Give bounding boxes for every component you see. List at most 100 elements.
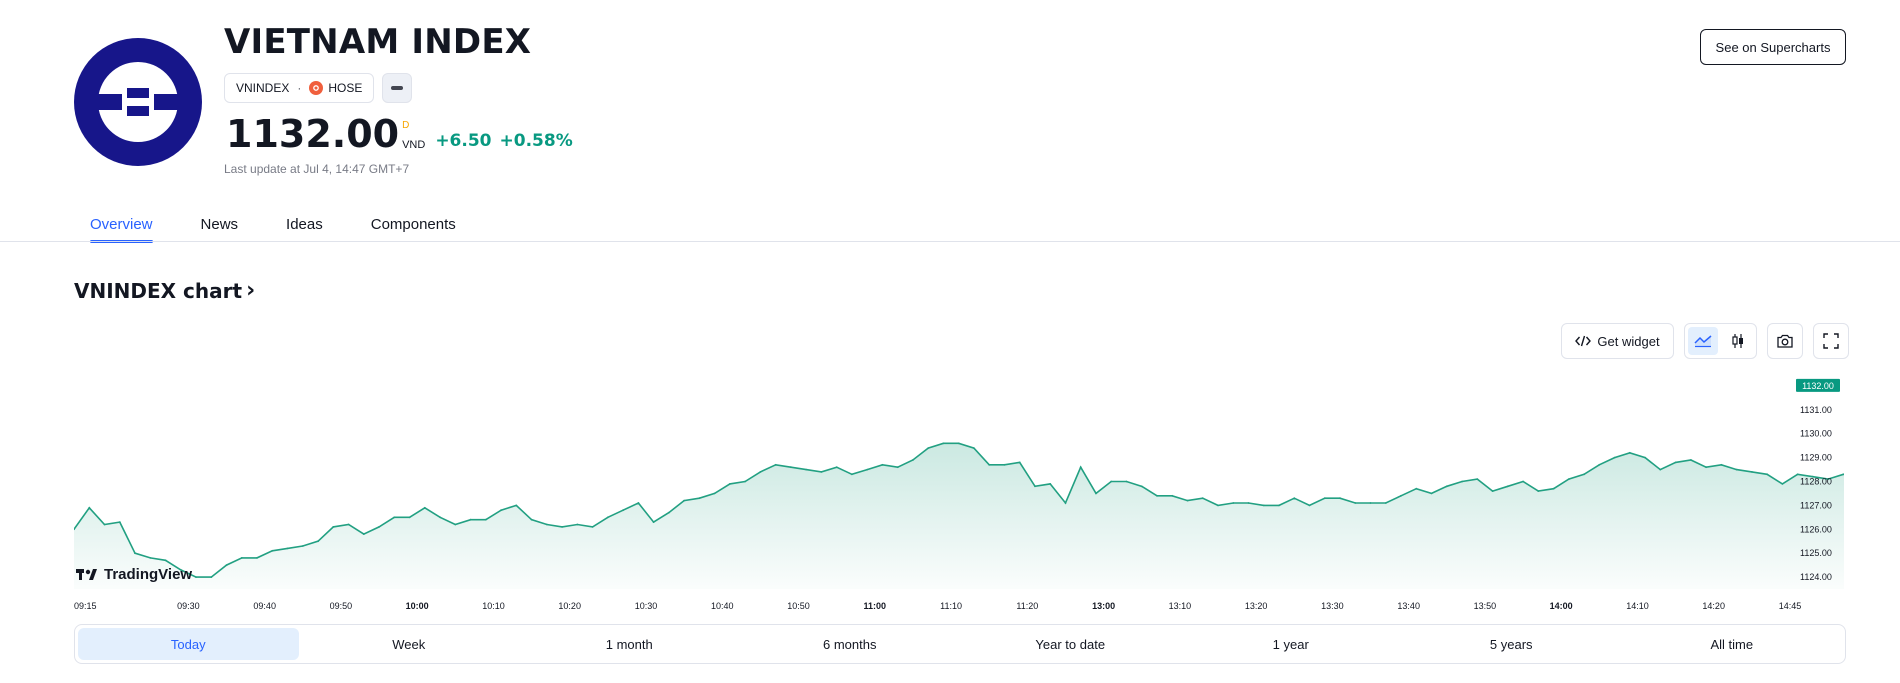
area-chart-toggle[interactable]: [1688, 327, 1718, 355]
price-point: [591, 526, 594, 528]
price-point: [1796, 473, 1799, 476]
y-tick-label: 1125.00: [1800, 548, 1832, 558]
price-point: [1583, 473, 1585, 476]
price-point: [881, 463, 884, 466]
price-point: [1842, 473, 1845, 476]
snapshot-button[interactable]: [1767, 323, 1803, 359]
tab-overview[interactable]: Overview: [90, 216, 153, 243]
ticker-pill[interactable]: VNINDEX · HOSE: [224, 73, 375, 103]
x-tick-label: 14:20: [1702, 601, 1725, 611]
price-point: [866, 468, 869, 471]
price-point: [1461, 480, 1463, 483]
price-point: [88, 506, 91, 509]
x-tick-label: 10:10: [482, 601, 505, 611]
price-point: [1171, 494, 1174, 497]
svg-text:1132.00: 1132.00: [1802, 381, 1834, 391]
price-point: [1339, 497, 1341, 500]
tradingview-logo-icon: [76, 569, 97, 580]
price-point: [1430, 492, 1433, 495]
price-point: [423, 506, 426, 509]
range-all-time[interactable]: All time: [1710, 636, 1754, 652]
price-point: [286, 547, 289, 550]
get-widget-label: Get widget: [1597, 333, 1660, 349]
price-point: [454, 523, 457, 526]
see-on-supercharts-button[interactable]: See on Supercharts: [1700, 29, 1846, 65]
chart-section-title-text: VNINDEX chart: [74, 278, 243, 303]
currency: VND: [402, 139, 426, 151]
fullscreen-button[interactable]: [1813, 323, 1849, 359]
range-1-year[interactable]: 1 year: [1272, 636, 1309, 652]
page-title: VIETNAM INDEX: [224, 22, 532, 62]
price-point: [1598, 463, 1601, 466]
price-point: [1354, 502, 1357, 504]
price-point: [1262, 504, 1265, 507]
x-tick-label: 09:50: [330, 601, 353, 611]
price-point: [1217, 504, 1219, 507]
price-point: [973, 447, 975, 449]
x-tick-label: 11:20: [1016, 601, 1038, 611]
price-point: [1400, 494, 1402, 497]
range-selector: Today Week 1 month 6 months Year to date…: [74, 624, 1846, 664]
x-tick-label: 14:00: [1550, 601, 1573, 611]
price-point: [790, 466, 792, 469]
ticker-symbol: VNINDEX: [236, 81, 290, 95]
price-point: [256, 557, 258, 559]
price-point: [805, 468, 808, 471]
price-point: [744, 480, 746, 483]
range-1-month[interactable]: 1 month: [605, 636, 653, 652]
range-week[interactable]: Week: [392, 636, 426, 652]
price-point: [1323, 497, 1326, 500]
price-point: [1720, 463, 1723, 466]
price-point: [1018, 461, 1021, 464]
price-point: [1278, 504, 1280, 507]
price-chart[interactable]: 1124.00 1125.00 1126.00 1127.00 1128.00 1129.…: [73, 368, 1900, 613]
price-point: [1613, 456, 1616, 459]
price-point: [1476, 478, 1479, 480]
range-today[interactable]: Today: [78, 628, 299, 660]
price-point: [1293, 497, 1296, 500]
x-tick-label: 10:40: [711, 601, 734, 611]
price-point: [362, 533, 365, 535]
x-tick-label: 11:00: [864, 601, 887, 611]
price-point: [469, 518, 472, 521]
price-point: [1659, 468, 1662, 471]
price-point: [607, 516, 609, 519]
chart-section-title[interactable]: VNINDEX chart ›: [74, 278, 255, 303]
x-tick-label: 13:10: [1169, 601, 1192, 611]
range-6-months[interactable]: 6 months: [823, 636, 877, 652]
tabs-divider: [0, 241, 1900, 242]
price-point: [1506, 485, 1509, 488]
camera-icon: [1777, 334, 1793, 348]
change-percent: +0.58%: [499, 131, 573, 151]
candles-icon: [1732, 334, 1743, 348]
price-point: [134, 552, 136, 555]
x-tick-label: 09:15: [74, 601, 97, 611]
price-point: [408, 516, 411, 519]
price-point: [271, 549, 274, 552]
more-options-button[interactable]: [382, 73, 413, 103]
x-axis: 09:15 09:30 09:40 09:50 10:00 10:10 10:20 10:30…: [74, 601, 1801, 611]
tab-news[interactable]: News: [200, 216, 239, 233]
tab-components[interactable]: Components: [370, 216, 456, 233]
y-tick-label: 1128.00: [1800, 477, 1832, 487]
price-point: [637, 502, 640, 504]
symbol-pills: VNINDEX · HOSE: [224, 73, 413, 103]
get-widget-button[interactable]: Get widget: [1561, 323, 1674, 359]
price-point: [713, 492, 716, 495]
price-point: [896, 466, 899, 469]
price-point: [1766, 473, 1768, 476]
code-icon: [1575, 335, 1592, 347]
price-point: [988, 463, 991, 466]
range-5-years[interactable]: 5 years: [1489, 636, 1533, 652]
y-tick-label: 1131.00: [1800, 405, 1832, 415]
price-point: [576, 523, 579, 526]
range-year-to-date[interactable]: Year to date: [1035, 636, 1106, 652]
price-point: [851, 473, 853, 476]
y-tick-label: 1130.00: [1800, 429, 1832, 439]
fullscreen-icon: [1823, 333, 1839, 349]
candles-toggle[interactable]: [1723, 327, 1753, 355]
price-point: [500, 509, 502, 512]
tab-ideas[interactable]: Ideas: [286, 216, 323, 233]
price-point: [1537, 490, 1540, 492]
price-point: [1201, 497, 1204, 500]
